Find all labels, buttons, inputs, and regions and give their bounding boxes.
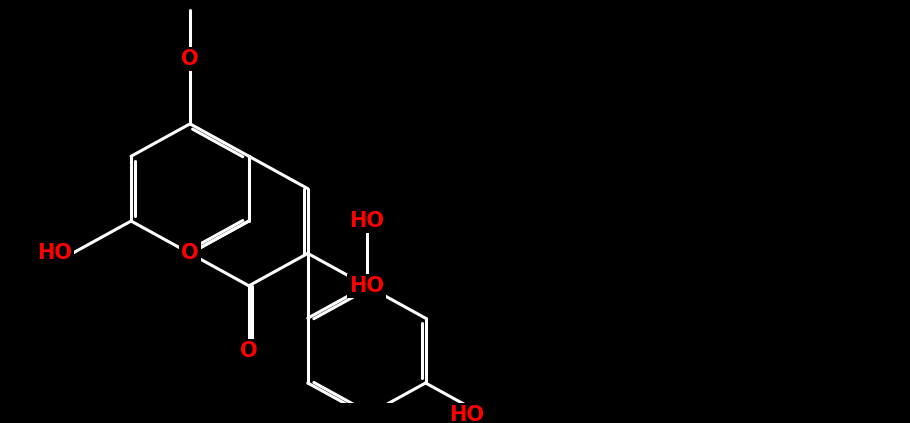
Text: HO: HO — [450, 405, 484, 423]
Text: O: O — [240, 341, 258, 360]
Text: O: O — [181, 243, 198, 264]
Text: HO: HO — [349, 276, 384, 296]
Text: HO: HO — [349, 211, 384, 231]
Text: HO: HO — [37, 243, 72, 264]
Text: O: O — [181, 49, 198, 69]
